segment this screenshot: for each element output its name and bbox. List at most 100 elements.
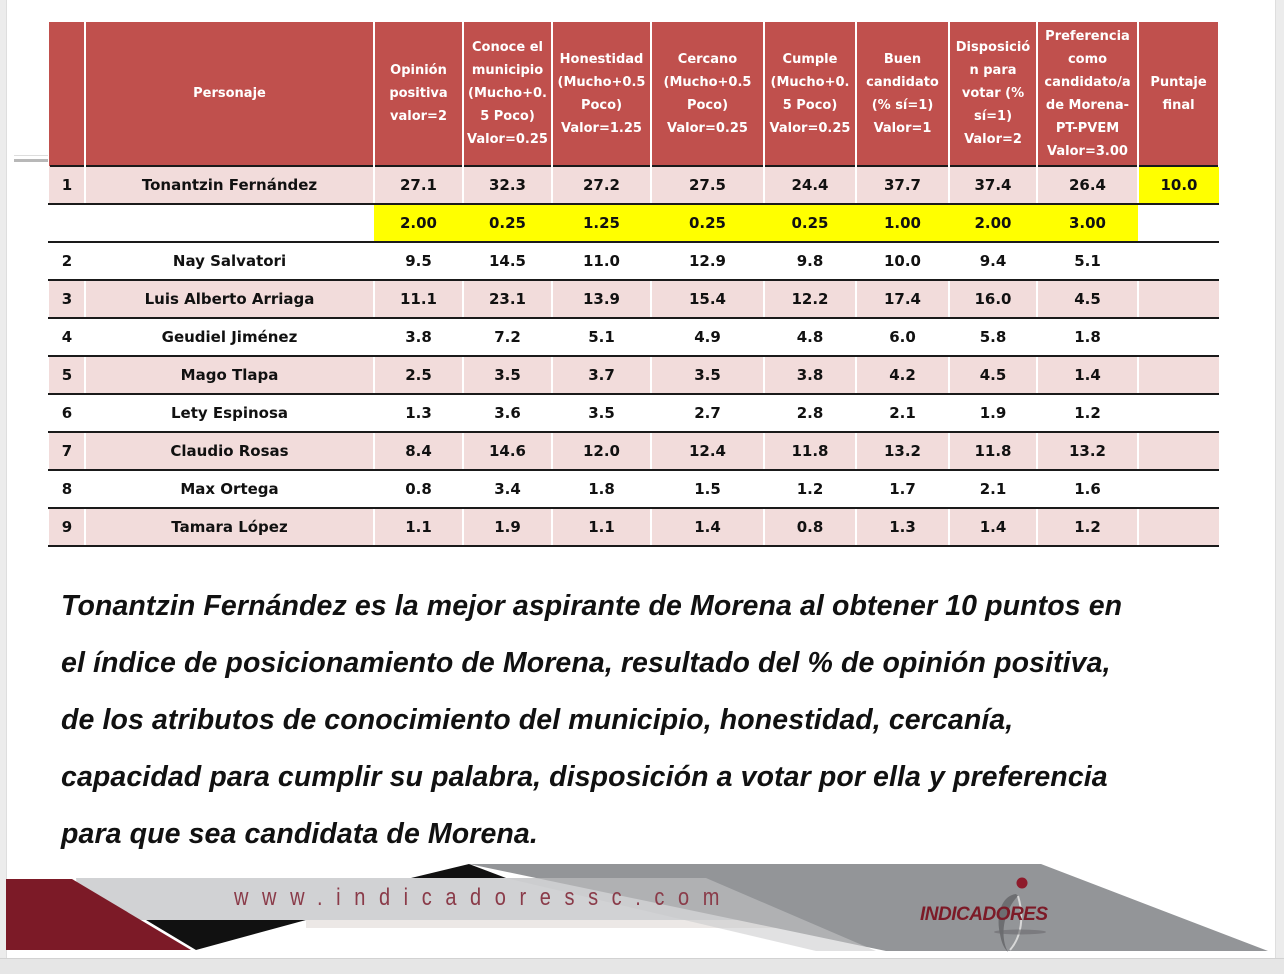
final-score-cell: 10.0 [1137,166,1219,205]
value-cell: 1.9 [462,508,552,547]
value-cell: 3.8 [374,318,463,357]
value-cell: 1.1 [373,508,463,547]
value-cell: 1.7 [856,470,949,509]
value-cell: 2.8 [764,394,856,433]
value-cell: 1.2 [1037,394,1138,433]
value-cell: 3.5 [462,356,552,395]
table-row: 6 Lety Espinosa 1.3 3.6 3.5 2.7 2.8 2.1 … [49,394,1219,433]
header-buen-candidato: Buen candidato (% sí=1) Valor=1 [855,22,950,166]
value-cell: 7.2 [463,318,552,357]
name-cell: Geudiel Jiménez [85,318,374,357]
header-preferencia: Preferencia como candidato/a de Morena- PT-P… [1036,22,1139,166]
table-row: 1 Tonantzin Fernández 27.1 32.3 27.2 27.… [49,166,1219,205]
header-cumple: Cumple (Mucho+0. 5 Poco) Valor=0.25 [763,22,857,166]
value-cell: 1.9 [949,394,1037,433]
name-cell: Luis Alberto Arriaga [84,280,374,319]
value-cell: 1.8 [552,470,651,509]
value-cell: 4.2 [855,356,949,395]
weighted-values-row: 2.00 0.25 1.25 0.25 0.25 1.00 2.00 3.00 [49,204,1219,243]
header-honestidad: Honestidad (Mucho+0.5 Poco) Valor=1.25 [551,22,652,166]
value-cell: 11.8 [763,432,856,471]
value-cell: 11.8 [948,432,1037,471]
value-cell: 13.2 [1036,432,1138,471]
empty-cell [85,204,374,243]
weight-cell: 0.25 [764,204,856,243]
header-personaje: Personaje [84,22,375,166]
final-score-cell [1137,356,1219,395]
weight-cell: 2.00 [374,204,463,243]
weight-cell: 0.25 [651,204,764,243]
value-cell: 10.0 [856,242,949,281]
value-cell: 3.5 [650,356,764,395]
value-cell: 27.5 [650,166,764,205]
value-cell: 9.5 [374,242,463,281]
i-swoosh-icon [994,877,1046,952]
rank-cell: 7 [49,432,85,471]
table-header-row: Personaje Opinión positiva valor=2 Conoce … [49,22,1220,166]
final-score-cell [1138,318,1219,357]
value-cell: 12.0 [551,432,651,471]
rank-cell: 2 [49,242,85,281]
rank-cell: 3 [49,280,85,319]
value-cell: 24.4 [763,166,856,205]
name-cell: Tamara López [84,508,374,547]
value-cell: 0.8 [763,508,856,547]
value-cell: 13.9 [551,280,651,319]
value-cell: 1.4 [1036,356,1138,395]
value-cell: 5.8 [949,318,1037,357]
value-cell: 3.8 [763,356,856,395]
value-cell: 4.9 [651,318,764,357]
table-row: 9 Tamara López 1.1 1.9 1.1 1.4 0.8 1.3 1… [49,508,1219,547]
value-cell: 14.5 [463,242,552,281]
header-opinion: Opinión positiva valor=2 [373,22,464,166]
value-cell: 1.2 [1036,508,1138,547]
header-rank [49,22,86,166]
divider-line [14,155,48,156]
final-score-cell [1137,508,1219,547]
value-cell: 1.8 [1037,318,1138,357]
website-url: www.indicadoressc.com [234,884,734,912]
value-cell: 4.5 [1036,280,1138,319]
header-puntaje: Puntaje final [1137,22,1220,166]
value-cell: 11.0 [552,242,651,281]
weight-cell: 0.25 [463,204,552,243]
value-cell: 1.2 [764,470,856,509]
rank-cell: 4 [49,318,85,357]
value-cell: 4.5 [948,356,1037,395]
value-cell: 8.4 [373,432,463,471]
value-cell: 1.3 [374,394,463,433]
summary-line: Tonantzin Fernández es la mejor aspirant… [61,590,1123,622]
value-cell: 3.4 [463,470,552,509]
value-cell: 1.1 [551,508,651,547]
value-cell: 12.2 [763,280,856,319]
page-bottom-margin [0,958,1284,974]
value-cell: 1.5 [651,470,764,509]
final-score-cell [1138,242,1219,281]
name-cell: Max Ortega [85,470,374,509]
value-cell: 26.4 [1036,166,1138,205]
value-cell: 23.1 [462,280,552,319]
table-row: 4 Geudiel Jiménez 3.8 7.2 5.1 4.9 4.8 6.… [49,318,1219,357]
value-cell: 1.4 [948,508,1037,547]
table-row: 3 Luis Alberto Arriaga 11.1 23.1 13.9 15… [49,280,1219,319]
final-score-cell [1138,470,1219,509]
footer-graphic [6,864,1268,951]
final-score-cell [1137,432,1219,471]
value-cell: 3.6 [463,394,552,433]
summary-line: capacidad para cumplir su palabra, dispo… [61,761,1108,793]
rank-cell: 9 [49,508,85,547]
value-cell: 17.4 [855,280,949,319]
value-cell: 5.1 [1037,242,1138,281]
value-cell: 9.4 [949,242,1037,281]
value-cell: 9.8 [764,242,856,281]
value-cell: 15.4 [650,280,764,319]
value-cell: 13.2 [855,432,949,471]
value-cell: 1.4 [650,508,764,547]
rank-cell: 5 [49,356,85,395]
positioning-index-table: Personaje Opinión positiva valor=2 Conoce … [48,22,1220,547]
indicadores-logo: INDICADORES [920,904,1048,925]
table-row: 7 Claudio Rosas 8.4 14.6 12.0 12.4 11.8 … [49,432,1219,471]
value-cell: 37.4 [948,166,1037,205]
value-cell: 37.7 [855,166,949,205]
name-cell: Nay Salvatori [85,242,374,281]
